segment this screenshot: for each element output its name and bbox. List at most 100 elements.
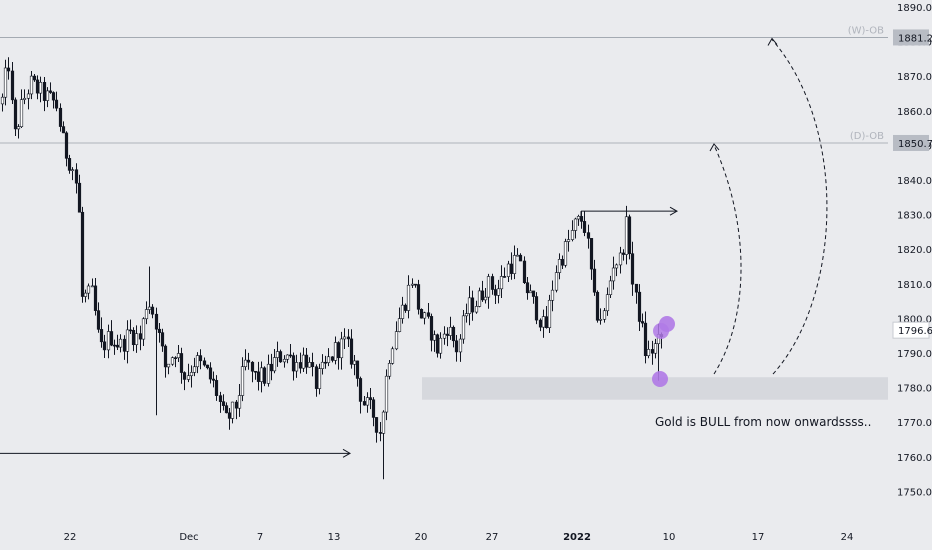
candle-body xyxy=(150,306,155,315)
candle-body xyxy=(336,342,341,359)
candle-body xyxy=(381,411,386,434)
time-tick-label: 7 xyxy=(257,532,263,543)
price-level-badge-text: 1850.7 xyxy=(898,139,932,150)
candle-body xyxy=(643,322,648,357)
candle-body xyxy=(240,366,245,396)
candle-body xyxy=(394,331,399,350)
candle-body xyxy=(176,353,181,359)
candle-body xyxy=(96,310,101,330)
candle-body xyxy=(304,354,309,368)
candle-body xyxy=(125,329,130,352)
candle-body xyxy=(592,268,597,293)
candle-body xyxy=(618,252,623,266)
candle-body xyxy=(582,221,587,233)
candle-body xyxy=(467,297,472,314)
candle-body xyxy=(326,356,331,363)
candle-body xyxy=(86,285,91,294)
candle-body xyxy=(374,417,379,433)
candle-body xyxy=(576,216,581,220)
candle-body xyxy=(282,358,287,363)
candle-body xyxy=(531,290,536,297)
candle-body xyxy=(586,232,591,239)
candle-body xyxy=(541,316,546,328)
projection-arrowhead-daily xyxy=(709,143,720,152)
candle-body xyxy=(410,283,415,286)
marker-circle xyxy=(653,323,669,339)
candle-body xyxy=(301,354,306,369)
candle-body xyxy=(35,79,40,94)
candle-body xyxy=(163,345,168,368)
candle-body xyxy=(307,362,312,368)
candle-body xyxy=(557,259,562,273)
candle-body xyxy=(198,355,203,362)
candles-layer xyxy=(0,57,664,480)
candle-body xyxy=(480,290,485,301)
price-levels-layer: (W)-OB (D)-OB xyxy=(0,25,888,144)
candle-body xyxy=(22,97,27,100)
candle-body xyxy=(298,362,303,369)
swing-low-arrowhead xyxy=(342,448,352,458)
candle-body xyxy=(390,348,395,364)
candle-body xyxy=(246,359,251,363)
candle-body xyxy=(138,333,143,340)
projection-arc-daily xyxy=(713,144,742,375)
candle-body xyxy=(342,336,347,340)
candle-body xyxy=(122,338,127,352)
price-tick-label: 1760.0 xyxy=(897,453,932,464)
candle-body xyxy=(429,316,434,341)
price-axis[interactable]: 1750.0 1760.0 1770.0 1780.0 1790.0 1800.0 1810… xyxy=(892,3,932,498)
candle-body xyxy=(243,359,248,367)
price-tick-label: 1810.0 xyxy=(897,280,932,291)
candle-body xyxy=(317,368,322,389)
price-tick-label: 1750.0 xyxy=(897,487,932,498)
candle-body xyxy=(275,351,280,358)
candle-body xyxy=(42,81,47,101)
candle-body xyxy=(51,92,56,101)
candle-body xyxy=(490,276,495,290)
candle-body xyxy=(454,340,459,353)
time-axis[interactable]: 22 Dec 7 13 20 27 2022 10 17 24 xyxy=(64,532,854,543)
swing-high-arrowhead xyxy=(669,206,679,216)
candle-body xyxy=(118,338,123,348)
current-price-badge xyxy=(892,321,930,339)
demand-zone-layer xyxy=(422,377,888,400)
candle-body xyxy=(192,366,197,373)
candle-body xyxy=(554,272,559,291)
candle-body xyxy=(0,96,5,105)
candle-body xyxy=(611,267,616,282)
candle-body xyxy=(349,338,354,365)
marker-circle xyxy=(652,371,668,387)
candle-body xyxy=(653,343,658,354)
price-tick-label: 1770.0 xyxy=(897,418,932,429)
price-tick-label: 1840.0 xyxy=(897,176,932,187)
candle-body xyxy=(224,405,229,414)
candle-body xyxy=(477,290,482,307)
candle-body xyxy=(269,363,274,372)
candle-body xyxy=(406,284,411,311)
candle-body xyxy=(630,253,635,285)
candle-body xyxy=(16,126,21,130)
candle-body xyxy=(106,331,111,351)
candle-body xyxy=(182,372,187,380)
candle-body xyxy=(141,318,146,340)
candle-body xyxy=(147,306,152,310)
candle-body xyxy=(573,218,578,231)
candle-body xyxy=(285,354,290,360)
candle-body xyxy=(13,99,18,130)
candle-body xyxy=(3,67,8,98)
time-tick-label: 24 xyxy=(841,532,854,543)
time-tick-label: 27 xyxy=(486,532,499,543)
candle-body xyxy=(58,107,63,127)
candle-body xyxy=(189,372,194,377)
candle-body xyxy=(112,344,117,347)
candle-body xyxy=(54,99,59,109)
candle-body xyxy=(10,70,15,101)
candle-body xyxy=(346,336,351,340)
candle-body xyxy=(595,291,600,321)
candle-body xyxy=(278,351,283,363)
candle-body xyxy=(451,326,456,342)
candle-body xyxy=(365,397,370,406)
candle-body xyxy=(515,254,520,257)
candle-body xyxy=(115,344,120,348)
current-price-text: 1796.6 xyxy=(898,326,932,337)
